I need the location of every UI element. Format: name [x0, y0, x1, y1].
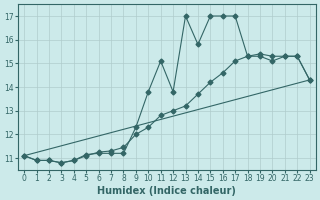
- X-axis label: Humidex (Indice chaleur): Humidex (Indice chaleur): [98, 186, 236, 196]
